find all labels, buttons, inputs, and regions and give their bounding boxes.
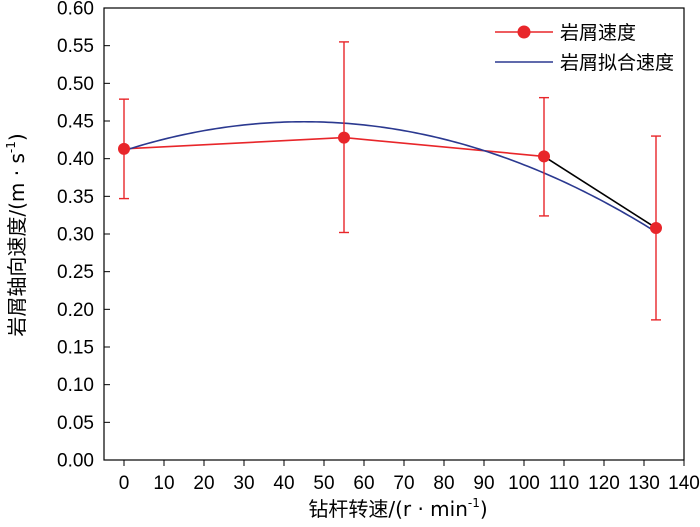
x-tick-label: 0	[119, 473, 130, 494]
measured-series-segment	[543, 155, 657, 229]
data-point	[538, 150, 550, 163]
x-tick-label: 80	[433, 473, 454, 494]
y-tick-label: 0.05	[57, 413, 94, 434]
legend: 岩屑速度 岩屑拟合速度	[495, 22, 674, 74]
y-tick-label: 0.00	[57, 451, 94, 472]
x-tick-label: 90	[473, 473, 494, 494]
data-point	[118, 142, 130, 155]
y-tick-label: 0.40	[57, 149, 94, 170]
x-axis-title-main: 钻杆转速/(r · min	[308, 497, 468, 521]
x-tick-label: 140	[668, 473, 700, 494]
y-axis-title: 岩屑轴向速度/(m · s-1)	[4, 133, 29, 336]
y-tick-label: 0.35	[57, 187, 94, 208]
x-axis-title-tail: )	[480, 497, 488, 521]
x-tick-label: 40	[273, 473, 294, 494]
measured-series-segment	[123, 136, 345, 150]
x-axis-title-sup: -1	[468, 496, 480, 510]
plot-frame	[103, 7, 685, 461]
y-tick-label: 0.45	[57, 112, 94, 133]
y-tick-label: 0.10	[57, 375, 94, 396]
y-tick-label: 0.15	[57, 338, 94, 359]
measured-series-segment	[343, 136, 545, 158]
x-axis-title: 钻杆转速/(r · min-1)	[308, 496, 487, 521]
x-tick-label: 130	[628, 473, 660, 494]
data-point	[650, 221, 662, 234]
x-tick-label: 70	[393, 473, 414, 494]
y-tick-label: 0.55	[57, 36, 94, 57]
y-tick-label: 0.20	[57, 300, 94, 321]
y-axis-title-sup: -1	[4, 141, 18, 153]
plot-area	[103, 7, 685, 461]
y-axis: 0.00 0.05 0.10 0.15 0.20 0.25 0.30 0.35 0.40 0.45…	[57, 0, 110, 472]
y-axis-title-tail: )	[5, 133, 29, 141]
x-axis: 0 10 20 30 40 50 60 70 80 90 100 110 120 130 140	[119, 460, 700, 494]
x-tick-label: 20	[193, 473, 214, 494]
x-tick-label: 50	[313, 473, 334, 494]
chart-marks	[118, 41, 662, 321]
x-tick-label: 110	[549, 473, 579, 494]
fit-series-line	[123, 120, 657, 233]
legend-label-fit: 岩屑拟合速度	[560, 52, 674, 74]
y-tick-label: 0.30	[57, 225, 94, 246]
y-axis-title-main: 岩屑轴向速度/(m · s	[5, 153, 29, 337]
x-tick-label: 100	[508, 473, 540, 494]
x-tick-label: 120	[588, 473, 620, 494]
y-tick-label: 0.25	[57, 262, 94, 283]
data-point	[338, 131, 350, 144]
y-tick-label: 0.50	[57, 74, 94, 95]
x-tick-label: 30	[233, 473, 254, 494]
legend-label-measured: 岩屑速度	[560, 22, 636, 44]
x-tick-label: 60	[353, 473, 374, 494]
y-tick-label: 0.60	[57, 0, 94, 20]
x-tick-label: 10	[153, 473, 174, 494]
legend-marker-measured	[517, 25, 531, 39]
